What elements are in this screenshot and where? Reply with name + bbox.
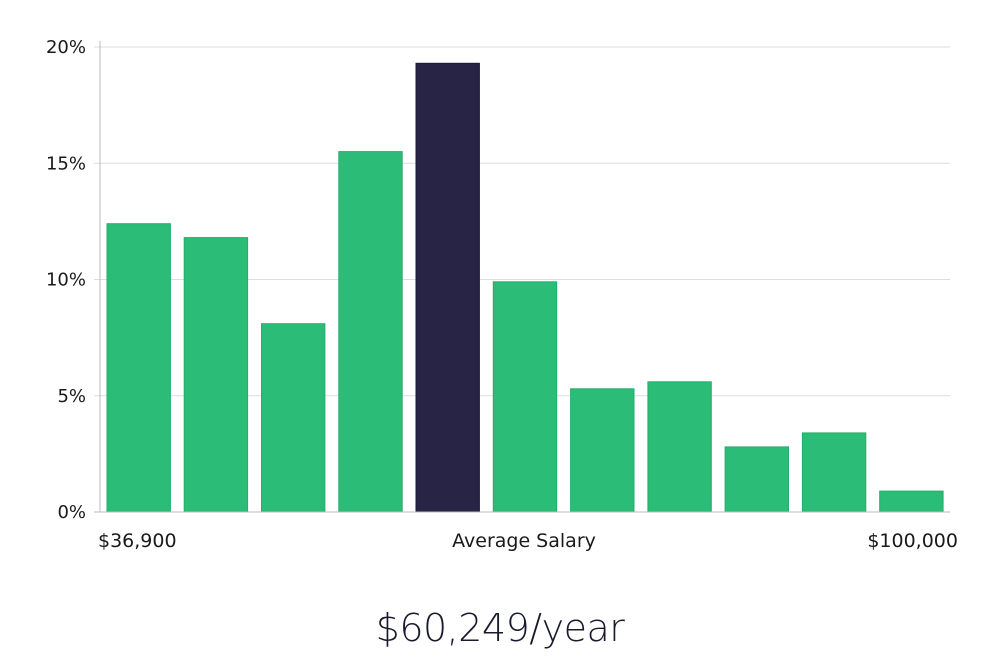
bar [724,446,789,513]
axes: 0% 5% 10% 15% 20% [46,37,950,523]
bar [647,381,712,513]
bar [106,223,171,513]
bar [801,432,867,513]
x-label-average: Average Salary [452,530,596,552]
bar [570,388,635,513]
y-tick-label: 5% [57,386,86,407]
bar-average-highlight [415,62,480,513]
bar [261,323,326,513]
x-label-min: $36,900 [98,530,177,552]
y-tick-label: 10% [46,270,86,291]
y-tick-label: 15% [46,153,86,174]
bar [879,490,944,513]
salary-distribution-chart: 0% 5% 10% 15% 20% $36,900 Average Salary $10… [46,37,958,552]
bars [106,62,944,513]
x-label-max: $100,000 [867,530,958,552]
bar [492,281,558,513]
bar [183,237,249,513]
bar [338,151,403,513]
y-tick-label: 0% [57,502,86,523]
y-tick-label: 20% [46,37,86,58]
average-salary-value: $60,249/year [375,606,625,650]
chart-svg: 0% 5% 10% 15% 20% $36,900 Average Salary $10… [46,37,958,552]
